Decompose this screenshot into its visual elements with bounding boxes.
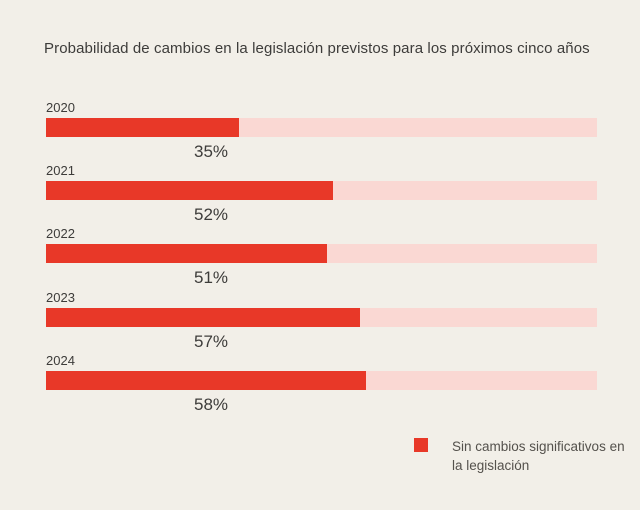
category-label: 2021 — [46, 163, 75, 179]
bar-fill — [46, 307, 361, 327]
bar-chart: 2020 35% 2021 52% 2022 51% 2023 57% 2024… — [46, 100, 597, 416]
bar-track — [46, 118, 597, 137]
bar-fill — [46, 181, 333, 201]
value-label: 58% — [194, 394, 229, 414]
value-label: 51% — [194, 268, 229, 288]
bar-row: 2020 35% — [46, 100, 597, 163]
bar-fill — [46, 118, 239, 137]
bar-fill — [46, 244, 327, 264]
value-label: 52% — [194, 205, 229, 225]
bar-track — [46, 181, 597, 201]
legend-label: Sin cambios significativos en la legisla… — [452, 439, 625, 473]
bar-row: 2023 57% — [46, 290, 597, 353]
bar-track — [46, 244, 597, 264]
category-label: 2024 — [46, 352, 75, 368]
bar-track — [46, 370, 597, 390]
legend-swatch-icon — [414, 438, 428, 452]
bar-track — [46, 307, 597, 327]
value-label: 35% — [194, 142, 229, 161]
bar-row: 2021 52% — [46, 163, 597, 226]
legend: Sin cambios significativos en la legisla… — [414, 437, 627, 475]
category-label: 2020 — [46, 100, 75, 115]
bar-row: 2022 51% — [46, 226, 597, 289]
category-label: 2022 — [46, 226, 75, 242]
chart-title: Probabilidad de cambios en la legislació… — [44, 40, 590, 57]
bar-fill — [46, 370, 366, 390]
value-label: 57% — [194, 331, 229, 351]
category-label: 2023 — [46, 289, 75, 305]
bar-row: 2024 58% — [46, 353, 597, 416]
